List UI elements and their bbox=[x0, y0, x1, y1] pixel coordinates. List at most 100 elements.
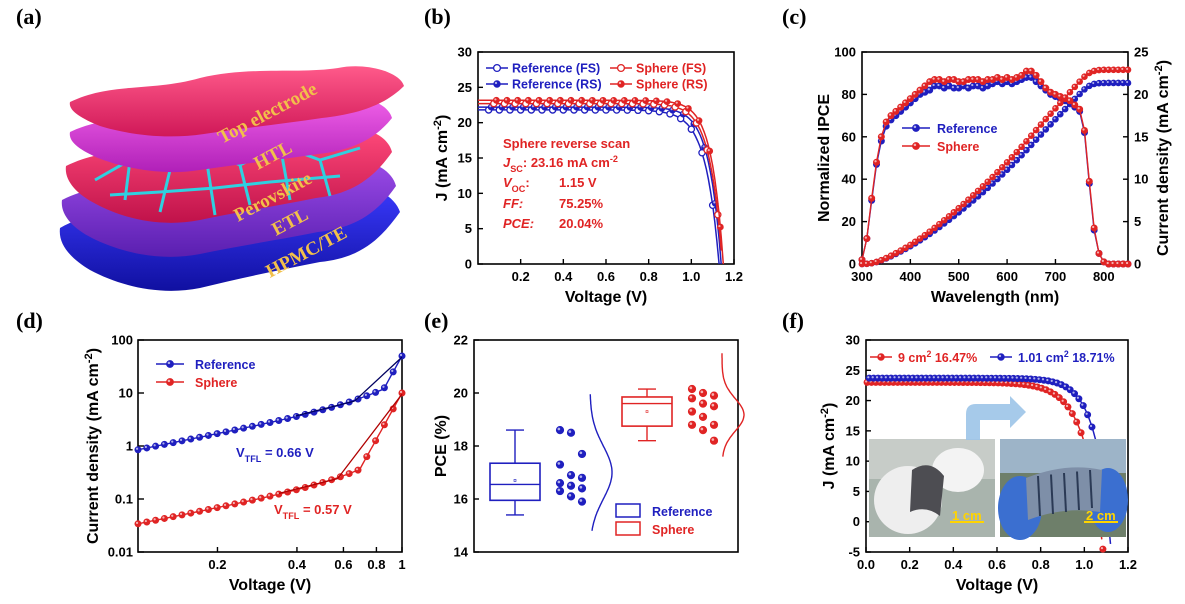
chart-c-legend-label-0: Reference bbox=[937, 122, 997, 136]
chart-f-photo-large-device bbox=[998, 439, 1128, 540]
chart-f-point-0 bbox=[1064, 403, 1072, 411]
chart-c-jsc-point-0-highlight bbox=[1029, 142, 1032, 146]
chart-b-annotation-voc-label: VOC: bbox=[503, 175, 530, 194]
chart-c-jsc-point-1-highlight bbox=[947, 214, 950, 217]
chart-f-point-0-highlight bbox=[1074, 419, 1077, 423]
chart-c-ipce-point-1-highlight bbox=[1096, 251, 1100, 254]
chart-f-legend-label-1-part-0: 1.01 cm bbox=[1018, 351, 1064, 365]
chart-c-jsc-point-1-highlight bbox=[1053, 106, 1056, 109]
chart-c-jsc-point-0 bbox=[1061, 105, 1069, 113]
chart-f-point-1-highlight bbox=[1041, 378, 1045, 381]
chart-f-point-0-highlight bbox=[1100, 547, 1104, 550]
chart-d-point-0-highlight bbox=[223, 429, 227, 432]
chart-e-point-0-highlight bbox=[579, 499, 583, 502]
chart-c-jsc-point-1-highlight bbox=[922, 233, 926, 236]
photo-device-strip bbox=[1050, 474, 1054, 515]
chart-b-point-3-highlight bbox=[547, 98, 550, 101]
chart-c-ipce-point-1-highlight bbox=[898, 105, 901, 108]
chart-f-point-1-highlight bbox=[980, 376, 983, 379]
chart-c-jsc-point-1-highlight bbox=[903, 245, 906, 248]
chart-c-jsc-point-1-highlight bbox=[864, 261, 867, 264]
chart-e-point-0-highlight bbox=[579, 451, 583, 455]
chart-d-point-0-highlight bbox=[162, 442, 165, 445]
chart-c-legend-marker-0 bbox=[912, 124, 920, 132]
chart-d-point-1-highlight bbox=[171, 514, 174, 517]
chart-b-point-3-highlight bbox=[590, 98, 593, 101]
chart-c-ipce-point-1 bbox=[1076, 105, 1084, 113]
chart-b-annotation-ff-label: FF: bbox=[503, 196, 523, 211]
chart-c-ipce-point-1-highlight bbox=[985, 77, 988, 80]
chart-c-jsc-point-0-highlight bbox=[1097, 81, 1100, 84]
chart-f-legend-marker-0-highlight bbox=[878, 354, 882, 358]
chart-d-legend-marker-1-highlight bbox=[167, 379, 171, 383]
chart-c-jsc-point-1-highlight bbox=[980, 184, 984, 187]
chart-b-annotation-jsc-part-2: : bbox=[523, 155, 531, 170]
chart-f-xtick-label: 0.6 bbox=[988, 557, 1006, 572]
chart-c-jsc-point-1-highlight bbox=[1029, 133, 1032, 136]
chart-c-jsc-point-1 bbox=[1013, 148, 1021, 156]
chart-c-ipce-point-0-highlight bbox=[1034, 79, 1037, 82]
chart-f-point-1-highlight bbox=[893, 376, 896, 379]
chart-c-ipce-point-0-highlight bbox=[971, 83, 974, 87]
chart-e-point-0 bbox=[555, 460, 565, 469]
chart-d-point-1-highlight bbox=[206, 507, 209, 510]
chart-c-jsc-point-1 bbox=[950, 208, 958, 216]
chart-c-xtick-label: 800 bbox=[1093, 269, 1115, 284]
chart-d-point-0 bbox=[204, 431, 212, 439]
chart-e-point-0 bbox=[555, 426, 565, 435]
chart-c-ipce-point-1-highlight bbox=[966, 77, 969, 80]
chart-c-jsc-point-1-highlight bbox=[1038, 122, 1042, 125]
chart-c-ipce-point-1-highlight bbox=[1019, 73, 1022, 76]
chart-c-xtick-label: 300 bbox=[851, 269, 873, 284]
chart-b-legend-marker-3 bbox=[617, 80, 625, 88]
chart-c-jsc-point-0-highlight bbox=[1024, 148, 1027, 151]
chart-d-xtick-label: 1 bbox=[398, 557, 405, 572]
chart-f-xtick-label: 0.8 bbox=[1032, 557, 1050, 572]
chart-d-xtick-label: 0.2 bbox=[208, 557, 226, 572]
chart-b-point-1-highlight bbox=[713, 201, 716, 204]
chart-c-ipce-point-1-highlight bbox=[893, 109, 897, 112]
chart-c-ipce-point-1-highlight bbox=[874, 160, 877, 163]
chart-b-point-3-highlight bbox=[686, 106, 689, 109]
chart-c-ipce-point-1-highlight bbox=[1125, 261, 1129, 265]
chart-c-ipce-point-0-highlight bbox=[985, 83, 988, 87]
chart-d-point-1 bbox=[196, 507, 204, 515]
chart-e-pce-distribution: 14 16 18 20 22 PCE (%) Reference Sphere bbox=[433, 333, 745, 560]
chart-d-point-1-highlight bbox=[223, 503, 227, 506]
chart-c-ipce-point-0-highlight bbox=[956, 85, 959, 89]
chart-d-point-0 bbox=[187, 435, 195, 443]
chart-d-ytick-label: 0.01 bbox=[108, 545, 133, 560]
chart-c-jsc-point-1-highlight bbox=[961, 202, 964, 205]
chart-d-point-1 bbox=[354, 466, 362, 474]
chart-e-point-1 bbox=[698, 399, 708, 408]
chart-b-legend-label-3: Sphere (RS) bbox=[636, 78, 708, 92]
chart-c-jsc-point-1-highlight bbox=[1009, 155, 1013, 158]
chart-f-point-0 bbox=[1060, 398, 1068, 406]
chart-d-point-0-highlight bbox=[391, 369, 394, 373]
chart-c-jsc-point-0 bbox=[1032, 136, 1040, 144]
chart-e-box-0 bbox=[489, 462, 541, 502]
chart-c-ipce-point-1-highlight bbox=[917, 88, 921, 91]
chart-b-point-3 bbox=[674, 100, 682, 107]
chart-b-annotation-voc-label-part-0: V bbox=[503, 175, 513, 190]
chart-c-jsc-point-1-highlight bbox=[1097, 68, 1100, 71]
chart-d-point-0 bbox=[213, 430, 221, 438]
chart-c-jsc-point-1-highlight bbox=[932, 225, 935, 229]
chart-c-jsc-point-1 bbox=[1008, 153, 1016, 161]
chart-b-point-3-highlight bbox=[622, 98, 625, 101]
chart-c-legend-marker-0-highlight bbox=[913, 125, 917, 129]
chart-c-jsc-point-0-highlight bbox=[980, 190, 984, 193]
chart-c-ipce-point-1-highlight bbox=[1043, 85, 1046, 89]
chart-f-ytick-label: 20 bbox=[846, 393, 860, 408]
chart-c-ytick-right-label: 15 bbox=[1134, 129, 1148, 144]
photo-device-strip bbox=[1037, 475, 1041, 517]
chart-d-point-0 bbox=[389, 368, 397, 376]
chart-d-point-1-highlight bbox=[215, 505, 218, 508]
chart-d-point-0-highlight bbox=[144, 445, 147, 449]
chart-d-point-0-highlight bbox=[179, 438, 183, 441]
chart-d-point-1-highlight bbox=[144, 519, 147, 523]
chart-b-point-3-highlight bbox=[664, 99, 668, 102]
chart-f-point-0 bbox=[1099, 545, 1107, 553]
chart-d-point-1 bbox=[143, 518, 151, 526]
chart-c-ytick-left-label: 20 bbox=[842, 214, 856, 229]
